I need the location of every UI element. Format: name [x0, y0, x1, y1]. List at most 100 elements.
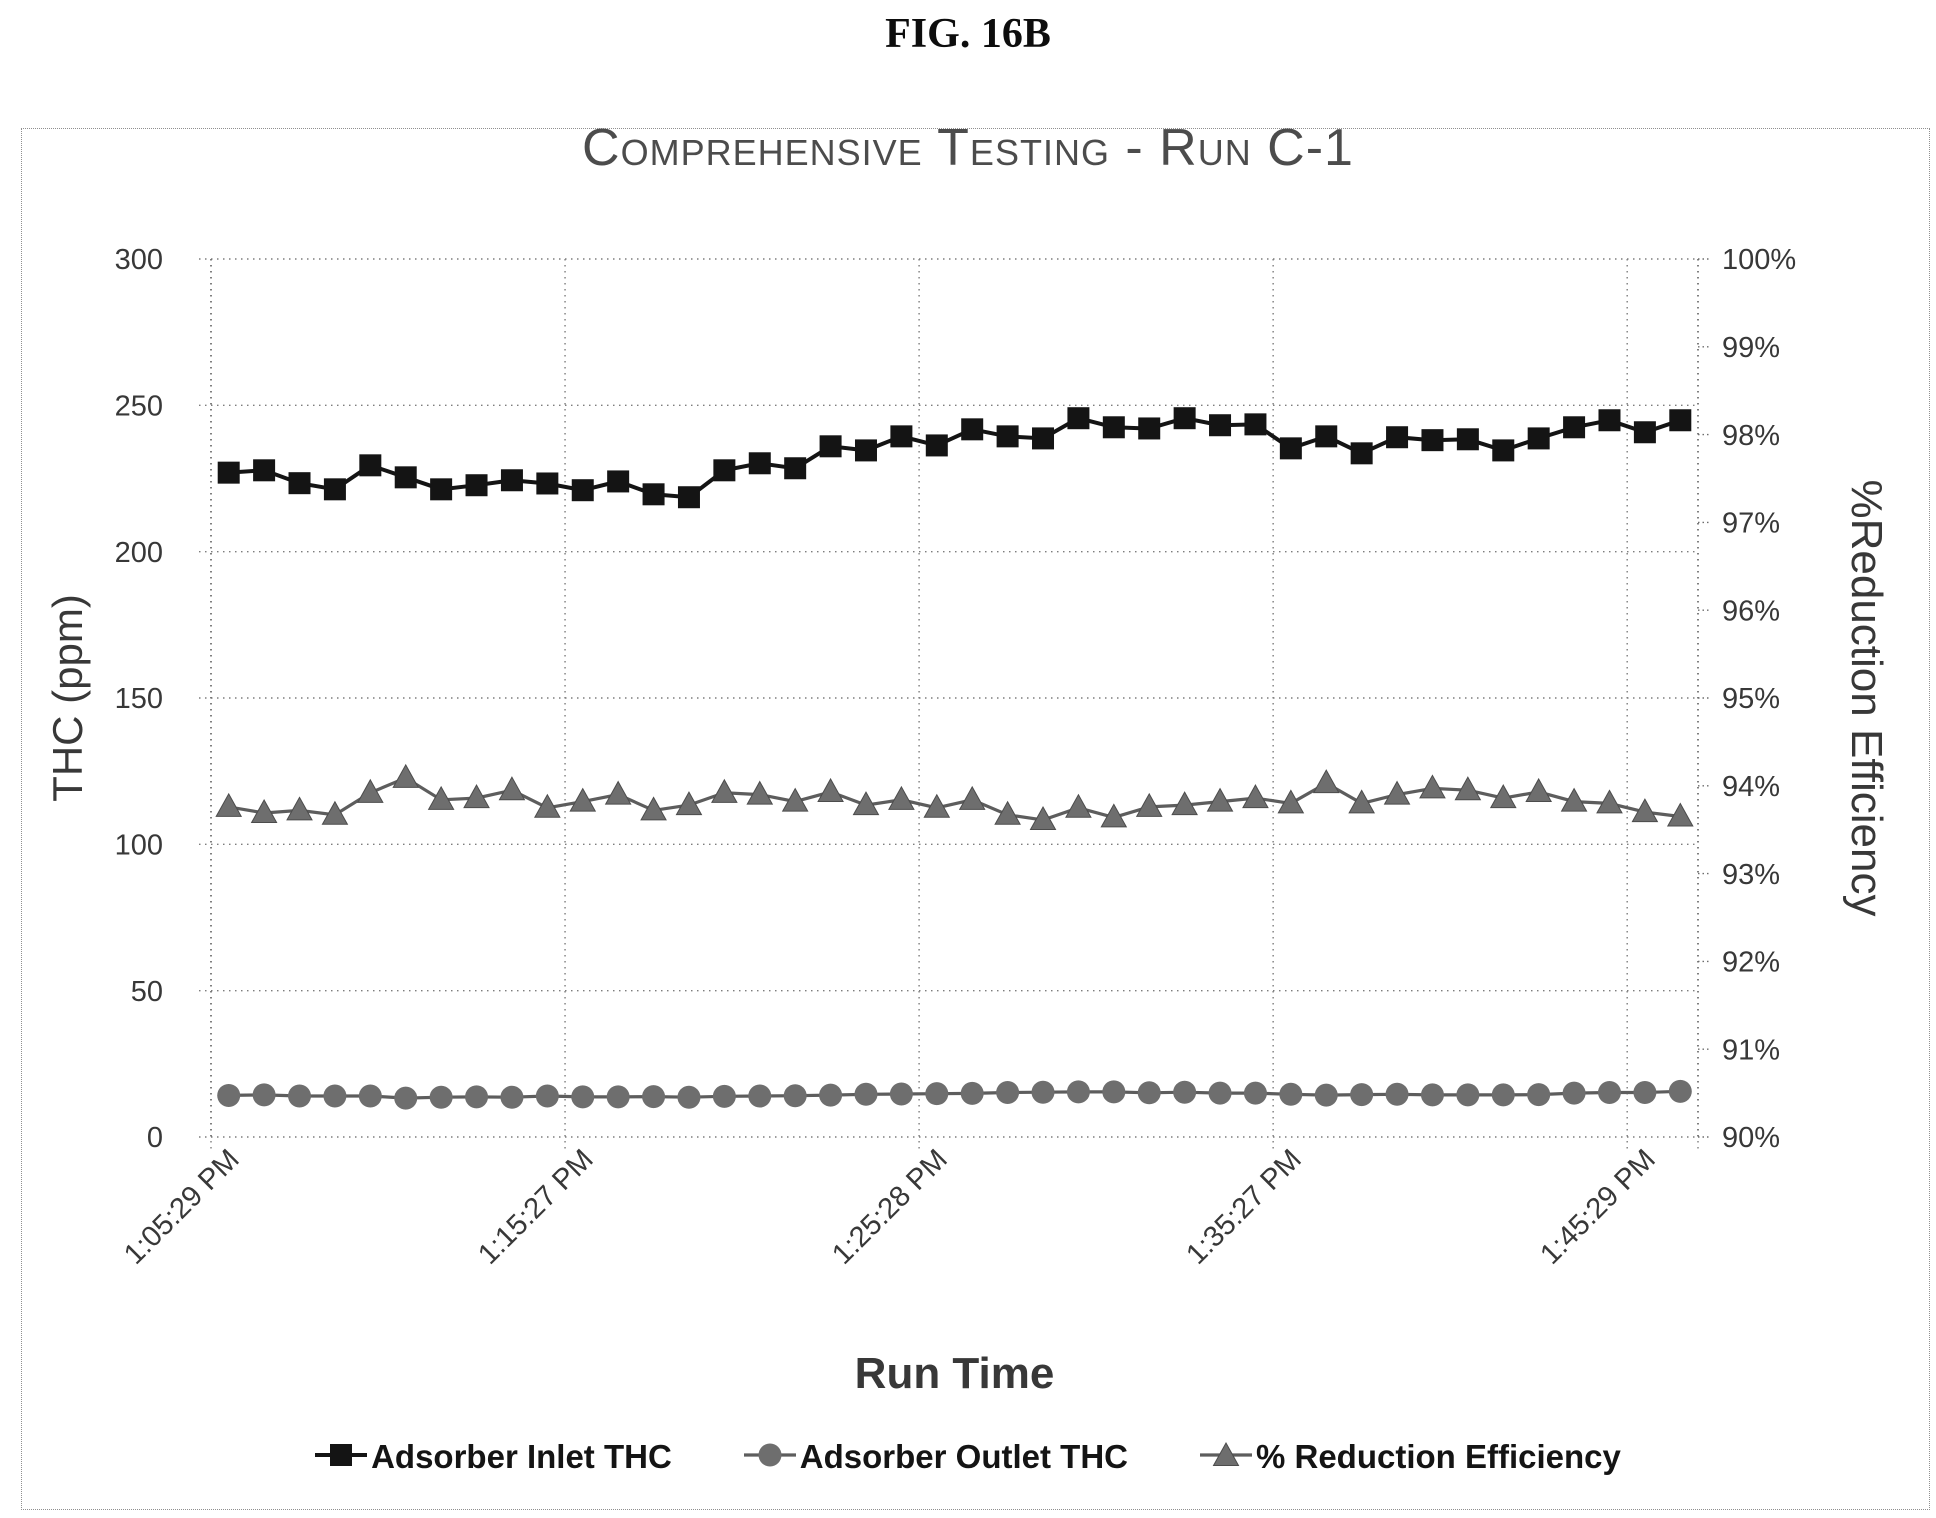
- data-point-marker: [427, 785, 455, 810]
- right-y-tick-label: 90%: [1722, 1122, 1780, 1154]
- data-point-marker: [569, 787, 597, 812]
- data-point-marker: [217, 461, 240, 484]
- data-point-marker: [1171, 791, 1198, 816]
- data-point-marker: [748, 452, 771, 475]
- x-tick-label: 1:25:28 PM: [826, 1143, 954, 1271]
- data-point-marker: [1666, 802, 1694, 827]
- data-point-marker: [394, 466, 417, 489]
- data-point-marker: [607, 470, 630, 493]
- legend-label: Adsorber Inlet THC: [371, 1438, 672, 1475]
- square-marker-icon: [315, 1441, 368, 1474]
- data-point-marker: [1419, 774, 1446, 799]
- data-point-marker: [1421, 429, 1444, 452]
- data-point-marker: [923, 793, 951, 818]
- data-point-marker: [781, 787, 809, 812]
- data-point-marker: [1596, 789, 1623, 814]
- data-point-marker: [571, 479, 594, 502]
- legend-item-reduction-efficiency: % Reduction Efficiency: [1199, 1438, 1621, 1476]
- data-point-marker: [606, 1085, 630, 1109]
- data-point-marker: [1065, 793, 1092, 818]
- data-point-marker: [1102, 416, 1125, 439]
- data-point-marker: [642, 483, 665, 506]
- data-point-marker: [1315, 425, 1338, 448]
- data-point-marker: [996, 1081, 1020, 1105]
- left-y-tick-label: 0: [147, 1122, 163, 1154]
- data-point-marker: [1209, 414, 1232, 437]
- data-point-marker: [500, 1085, 524, 1109]
- data-point-marker: [1669, 409, 1692, 432]
- data-point-marker: [394, 1086, 418, 1110]
- right-y-tick-label: 99%: [1722, 332, 1780, 364]
- data-point-marker: [746, 780, 774, 805]
- data-point-marker: [533, 793, 561, 818]
- data-point-marker: [1173, 1080, 1197, 1104]
- data-point-marker: [1173, 407, 1196, 430]
- data-point-marker: [852, 791, 880, 816]
- data-point-marker: [1527, 1083, 1551, 1107]
- right-y-axis-title: %Reduction Efficiency: [1842, 480, 1891, 917]
- data-point-marker: [817, 777, 844, 802]
- data-point-marker: [1244, 413, 1267, 436]
- data-point-marker: [1386, 426, 1409, 449]
- data-point-marker: [1491, 1083, 1515, 1107]
- data-point-marker: [1314, 1083, 1338, 1107]
- data-point-marker: [640, 796, 667, 821]
- data-point-marker: [925, 434, 948, 457]
- left-y-tick-label: 300: [115, 244, 163, 276]
- data-point-marker: [1279, 1082, 1303, 1106]
- data-point-marker: [1350, 442, 1373, 465]
- data-point-marker: [854, 1082, 878, 1106]
- data-point-marker: [215, 792, 243, 817]
- left-y-tick-label: 150: [115, 683, 163, 715]
- data-point-marker: [1525, 777, 1553, 802]
- data-point-marker: [925, 1082, 949, 1106]
- data-point-marker: [1668, 1079, 1692, 1103]
- data-point-marker: [677, 486, 700, 509]
- right-y-tick-label: 91%: [1722, 1034, 1780, 1066]
- data-point-marker: [288, 472, 311, 495]
- axes: [210, 259, 1699, 1137]
- x-tick-label: 1:15:27 PM: [472, 1143, 600, 1271]
- data-point-marker: [1527, 427, 1550, 450]
- data-point-marker: [323, 478, 346, 501]
- data-point-marker: [713, 459, 736, 482]
- data-point-marker: [1348, 789, 1375, 814]
- data-point-marker: [819, 435, 842, 458]
- data-point-marker: [571, 1085, 595, 1109]
- data-point-marker: [321, 800, 349, 825]
- data-point-marker: [288, 1084, 312, 1108]
- x-axis-title: Run Time: [855, 1349, 1055, 1398]
- right-y-tick-label: 93%: [1722, 859, 1780, 891]
- data-point-marker: [1597, 1081, 1621, 1105]
- data-point-marker: [961, 418, 984, 441]
- left-y-tick-label: 50: [131, 976, 163, 1008]
- data-point-marker: [217, 1083, 241, 1107]
- left-y-tick-label: 200: [115, 537, 163, 569]
- data-point-marker: [1383, 780, 1411, 805]
- data-point-marker: [1277, 789, 1305, 814]
- data-point-marker: [675, 791, 703, 816]
- data-point-marker: [1138, 417, 1161, 440]
- x-tick-label: 1:45:29 PM: [1534, 1143, 1662, 1271]
- right-y-tick-label: 100%: [1722, 244, 1796, 276]
- data-point-marker: [252, 1083, 276, 1107]
- data-point-marker: [996, 425, 1019, 448]
- data-point-marker: [1031, 1080, 1055, 1104]
- series-adsorber-inlet-thc: [217, 407, 1692, 509]
- data-point-marker: [1420, 1083, 1444, 1107]
- data-point-marker: [1560, 787, 1588, 812]
- data-point-marker: [1350, 1083, 1374, 1107]
- data-point-marker: [784, 457, 807, 480]
- data-point-marker: [890, 425, 913, 448]
- legend: Adsorber Inlet THC Adsorber Outlet THC % R…: [0, 1438, 1936, 1476]
- legend-item-adsorber-outlet-thc: Adsorber Outlet THC: [743, 1438, 1128, 1476]
- data-point-marker: [1102, 1080, 1126, 1104]
- data-point-marker: [286, 796, 313, 821]
- data-point-marker: [748, 1084, 772, 1108]
- data-point-marker: [1385, 1082, 1409, 1106]
- data-point-marker: [1137, 1081, 1161, 1105]
- data-point-marker: [1312, 769, 1340, 794]
- data-point-marker: [323, 1084, 347, 1108]
- data-point-marker: [356, 778, 384, 803]
- data-point-marker: [960, 1081, 984, 1105]
